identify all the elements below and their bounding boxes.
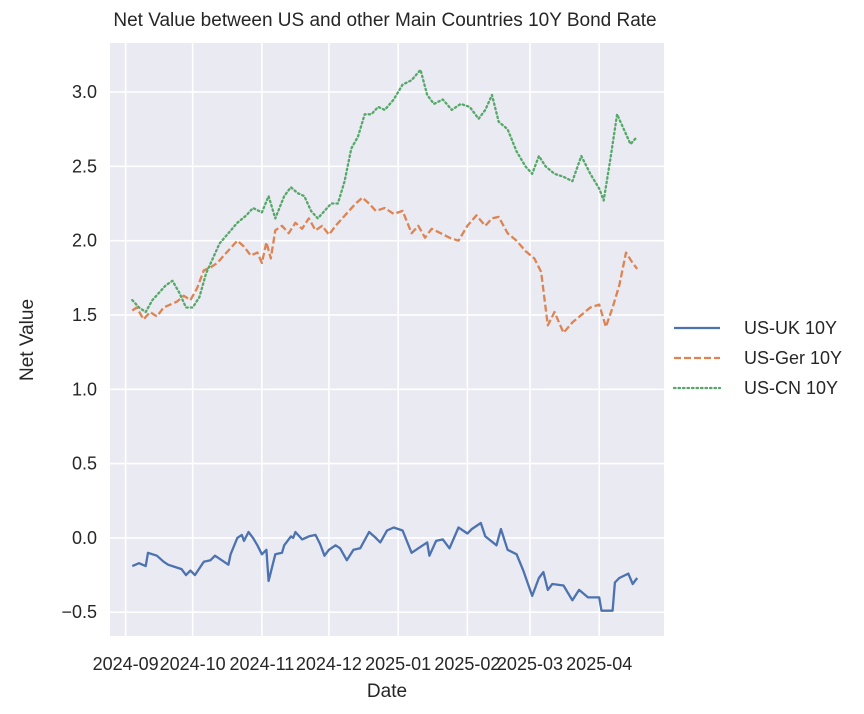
legend-item: US-CN 10Y	[672, 373, 842, 403]
y-tick-label: 0.0	[72, 528, 97, 548]
x-axis-label: Date	[366, 681, 408, 702]
legend-item: US-UK 10Y	[672, 313, 842, 343]
series-layer	[131, 68, 639, 612]
y-tick-label: 3.0	[72, 82, 97, 102]
x-tick-label: 2025-03	[497, 654, 563, 674]
y-tick-label: 1.0	[72, 379, 97, 399]
legend-swatch	[674, 356, 720, 360]
y-tick-label: 2.5	[72, 156, 97, 176]
series-us-uk-10y	[131, 521, 639, 612]
x-tick-label: 2025-01	[365, 654, 431, 674]
y-tick-label: 0.5	[72, 454, 97, 474]
series-line	[131, 521, 639, 612]
legend-item: US-Ger 10Y	[672, 343, 842, 373]
grid-lines	[110, 43, 664, 636]
y-tick-label: 1.5	[72, 305, 97, 325]
legend-swatch	[674, 326, 720, 330]
x-tick-label: 2025-04	[566, 654, 632, 674]
x-tick-label: 2025-02	[434, 654, 500, 674]
y-tick-label: −0.5	[61, 602, 97, 622]
chart-title: Net Value between US and other Main Coun…	[113, 10, 657, 31]
legend: US-UK 10Y US-Ger 10Y US-CN 10Y	[672, 313, 842, 403]
x-tick-label: 2024-11	[230, 654, 295, 674]
legend-swatch	[672, 386, 722, 390]
x-tick-label: 2024-12	[296, 654, 362, 674]
legend-label: US-CN 10Y	[744, 377, 839, 398]
series-us-ger-10y	[131, 196, 639, 334]
legend-label: US-UK 10Y	[744, 317, 838, 338]
tick-labels: 2024-09 2024-10 2024-11 2024-12 2025-01 2025-…	[61, 82, 632, 674]
x-tick-label: 2024-09	[93, 654, 159, 674]
series-line	[131, 196, 639, 334]
legend-label: US-Ger 10Y	[744, 347, 843, 368]
x-tick-label: 2024-10	[160, 654, 226, 674]
series-line	[131, 68, 639, 314]
series-us-cn-10y	[131, 68, 639, 314]
y-tick-label: 2.0	[72, 231, 97, 251]
